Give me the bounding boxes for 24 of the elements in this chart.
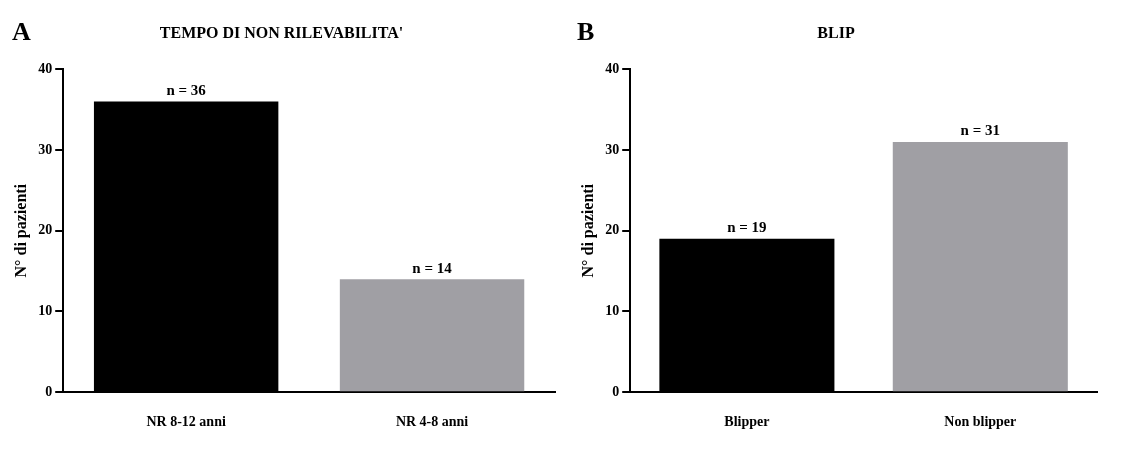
chart-title: TEMPO DI NON RILEVABILITA' xyxy=(159,23,404,41)
y-tick-label: 30 xyxy=(605,141,620,157)
y-axis-title: N° di pazienti xyxy=(578,183,597,278)
y-axis-title: N° di pazienti xyxy=(11,183,30,278)
y-tick-label: 10 xyxy=(605,303,620,319)
x-tick-label: NR 8-12 anni xyxy=(146,414,226,430)
y-tick-label: 40 xyxy=(605,60,620,76)
y-tick-label: 0 xyxy=(612,383,620,399)
data-label: n = 36 xyxy=(166,81,207,98)
y-tick-label: 20 xyxy=(38,222,53,238)
y-tick-label: 40 xyxy=(38,60,53,76)
y-tick-label: 30 xyxy=(38,141,53,157)
x-tick-label: NR 4-8 anni xyxy=(395,414,469,430)
chart-title: BLIP xyxy=(817,23,855,41)
text: B xyxy=(577,16,595,46)
x-tick-label: Blipper xyxy=(724,414,770,430)
x-tick-label: Non blipper xyxy=(944,414,1017,430)
y-tick-label: 20 xyxy=(605,222,620,238)
y-tick-label: 0 xyxy=(45,383,53,399)
data-label: n = 31 xyxy=(960,122,1000,139)
data-label: n = 19 xyxy=(727,219,767,236)
y-tick-label: 10 xyxy=(38,303,53,319)
data-label: n = 14 xyxy=(412,259,453,276)
text: A xyxy=(12,16,31,46)
